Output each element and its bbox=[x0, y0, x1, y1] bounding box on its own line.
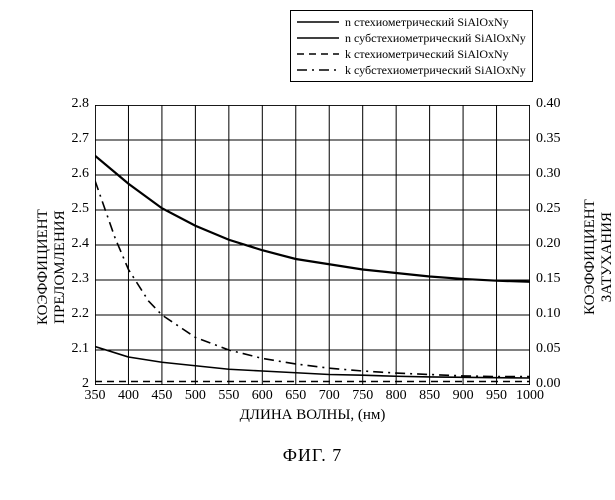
tick-label: 0.25 bbox=[536, 201, 561, 217]
tick-label: 2.7 bbox=[72, 131, 90, 147]
legend-label: n субстехиометрический SiAlOxNy bbox=[345, 30, 526, 46]
tick-label: 2.3 bbox=[72, 271, 90, 287]
tick-label: 2.1 bbox=[72, 341, 90, 357]
plot-area bbox=[95, 105, 530, 385]
tick-label: 2.8 bbox=[72, 96, 90, 112]
tick-label: 700 bbox=[319, 388, 340, 404]
legend: n стехиометрический SiAlOxNyn субстехиом… bbox=[290, 10, 533, 82]
legend-swatch bbox=[297, 64, 339, 76]
tick-label: 800 bbox=[386, 388, 407, 404]
legend-label: n стехиометрический SiAlOxNy bbox=[345, 14, 509, 30]
tick-label: 400 bbox=[118, 388, 139, 404]
legend-item: n субстехиометрический SiAlOxNy bbox=[297, 30, 526, 46]
legend-label: k субстехиометрический SiAlOxNy bbox=[345, 62, 526, 78]
tick-label: 0.10 bbox=[536, 306, 561, 322]
figure-caption: ФИГ. 7 bbox=[283, 445, 343, 466]
tick-label: 550 bbox=[218, 388, 239, 404]
tick-label: 0.05 bbox=[536, 341, 561, 357]
legend-swatch bbox=[297, 16, 339, 28]
tick-label: 850 bbox=[419, 388, 440, 404]
figure: n стехиометрический SiAlOxNyn субстехиом… bbox=[0, 0, 615, 500]
tick-label: 750 bbox=[352, 388, 373, 404]
legend-swatch bbox=[297, 32, 339, 44]
tick-label: 450 bbox=[151, 388, 172, 404]
y-axis-left-label: КОЭФФИЦИЕНТПРЕЛОМЛЕНИЯ bbox=[35, 209, 69, 325]
legend-label: k стехиометрический SiAlOxNy bbox=[345, 46, 509, 62]
y-axis-right-label: КОЭФФИЦИЕНТЗАТУХАНИЯ bbox=[582, 199, 615, 315]
tick-label: 900 bbox=[453, 388, 474, 404]
tick-label: 0.20 bbox=[536, 236, 561, 252]
tick-label: 2 bbox=[82, 376, 89, 392]
legend-item: k субстехиометрический SiAlOxNy bbox=[297, 62, 526, 78]
tick-label: 2.5 bbox=[72, 201, 90, 217]
tick-label: 0.00 bbox=[536, 376, 561, 392]
tick-label: 0.15 bbox=[536, 271, 561, 287]
tick-label: 2.6 bbox=[72, 166, 90, 182]
tick-label: 2.2 bbox=[72, 306, 90, 322]
tick-label: 500 bbox=[185, 388, 206, 404]
legend-item: k стехиометрический SiAlOxNy bbox=[297, 46, 526, 62]
legend-swatch bbox=[297, 48, 339, 60]
tick-label: 2.4 bbox=[72, 236, 90, 252]
x-axis-label: ДЛИНА ВОЛНЫ, (нм) bbox=[240, 407, 386, 424]
chart-svg bbox=[95, 105, 530, 385]
tick-label: 600 bbox=[252, 388, 273, 404]
tick-label: 0.35 bbox=[536, 131, 561, 147]
tick-label: 950 bbox=[486, 388, 507, 404]
tick-label: 0.30 bbox=[536, 166, 561, 182]
tick-label: 0.40 bbox=[536, 96, 561, 112]
tick-label: 650 bbox=[285, 388, 306, 404]
legend-item: n стехиометрический SiAlOxNy bbox=[297, 14, 526, 30]
